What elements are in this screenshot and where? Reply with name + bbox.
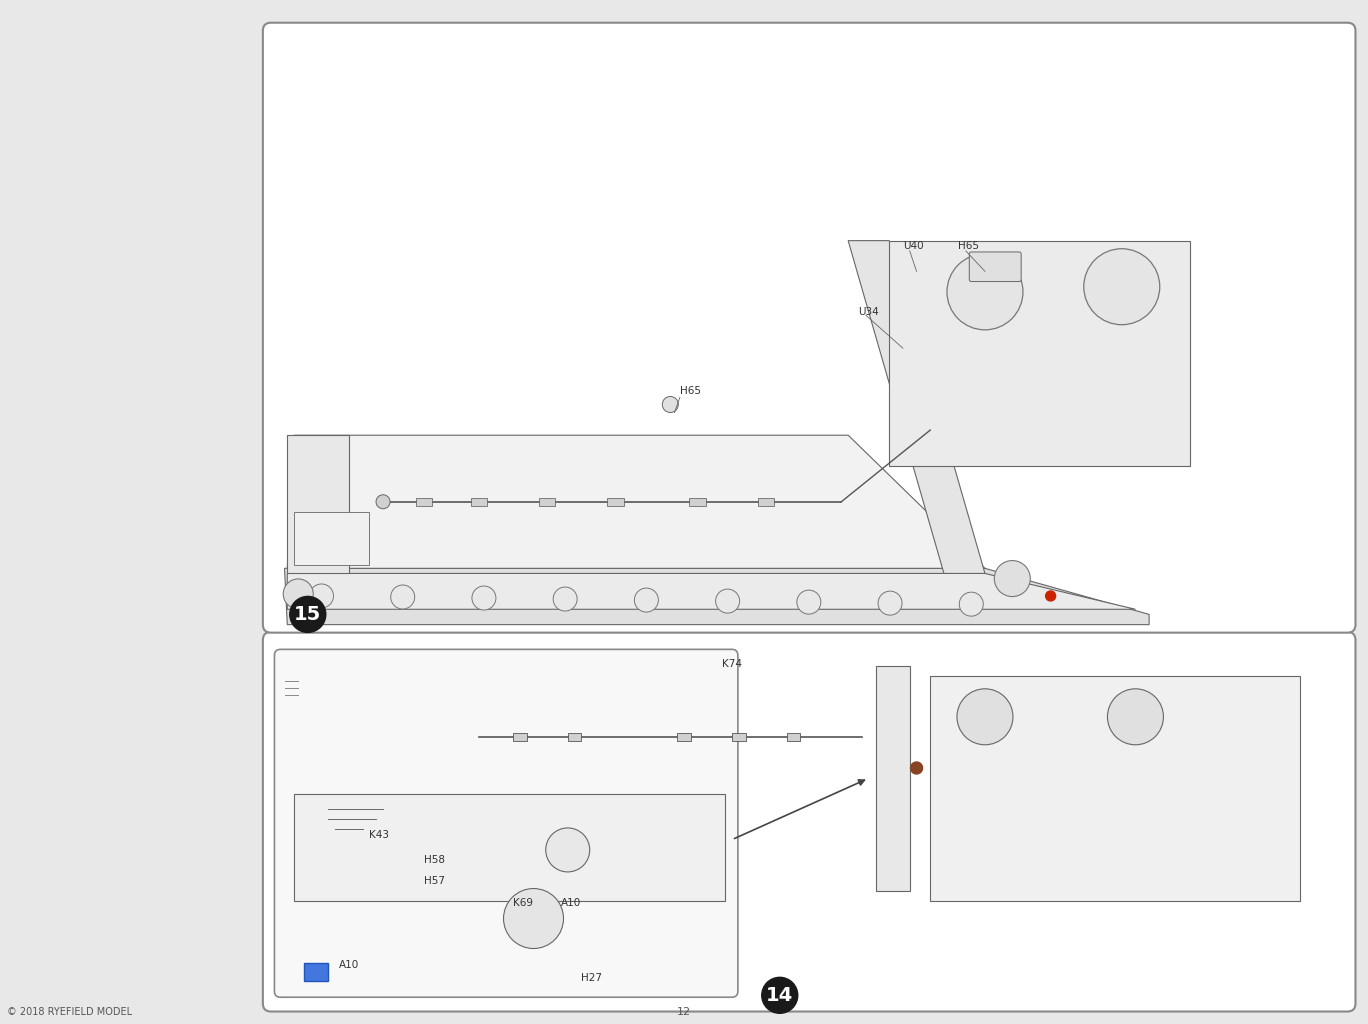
Circle shape xyxy=(290,596,326,633)
Circle shape xyxy=(546,828,590,871)
Text: H65: H65 xyxy=(958,241,978,251)
Polygon shape xyxy=(285,568,1149,625)
Circle shape xyxy=(309,584,334,608)
FancyBboxPatch shape xyxy=(263,23,1356,633)
Text: © 2018 RYEFIELD MODEL: © 2018 RYEFIELD MODEL xyxy=(7,1007,131,1017)
Circle shape xyxy=(958,689,1012,744)
Text: U34: U34 xyxy=(858,307,878,317)
Bar xyxy=(732,733,746,741)
Circle shape xyxy=(878,591,902,615)
Text: U40: U40 xyxy=(903,241,923,251)
Bar xyxy=(568,733,581,741)
Circle shape xyxy=(283,579,313,609)
Circle shape xyxy=(635,588,658,612)
Bar xyxy=(876,666,910,891)
Text: A10: A10 xyxy=(561,898,581,908)
Bar xyxy=(294,794,725,901)
Circle shape xyxy=(796,590,821,614)
Bar xyxy=(294,512,369,565)
Text: 14: 14 xyxy=(766,986,793,1005)
Bar xyxy=(471,498,487,506)
FancyBboxPatch shape xyxy=(263,632,1356,1012)
Circle shape xyxy=(391,585,415,609)
Circle shape xyxy=(995,560,1030,597)
Text: 12: 12 xyxy=(677,1007,691,1017)
Circle shape xyxy=(662,396,679,413)
FancyBboxPatch shape xyxy=(275,649,737,997)
Circle shape xyxy=(503,889,564,948)
Text: H58: H58 xyxy=(424,855,445,865)
Bar xyxy=(607,498,624,506)
Bar xyxy=(787,733,800,741)
Text: 15: 15 xyxy=(294,605,321,624)
Circle shape xyxy=(472,586,497,610)
Text: K43: K43 xyxy=(369,829,390,840)
Circle shape xyxy=(715,589,740,613)
Text: H57: H57 xyxy=(424,876,445,886)
Bar xyxy=(930,676,1300,901)
Polygon shape xyxy=(287,573,1135,609)
Bar xyxy=(416,498,432,506)
Circle shape xyxy=(1045,591,1056,601)
Bar xyxy=(304,963,328,981)
Circle shape xyxy=(947,254,1023,330)
Text: H27: H27 xyxy=(581,973,602,983)
Circle shape xyxy=(911,762,922,774)
Text: K74: K74 xyxy=(722,658,743,669)
Bar xyxy=(539,498,555,506)
Circle shape xyxy=(376,495,390,509)
Circle shape xyxy=(1083,249,1160,325)
Text: H65: H65 xyxy=(680,386,700,396)
Bar xyxy=(513,733,527,741)
Circle shape xyxy=(1108,689,1163,744)
Bar xyxy=(889,241,1190,466)
Bar xyxy=(677,733,691,741)
Polygon shape xyxy=(287,435,985,568)
Bar xyxy=(689,498,706,506)
Polygon shape xyxy=(848,241,985,573)
Bar xyxy=(758,498,774,506)
Polygon shape xyxy=(287,435,349,573)
Circle shape xyxy=(553,587,577,611)
Circle shape xyxy=(959,592,984,616)
FancyBboxPatch shape xyxy=(970,252,1021,282)
Circle shape xyxy=(762,977,798,1014)
Text: A10: A10 xyxy=(339,959,360,970)
Text: K69: K69 xyxy=(513,898,534,908)
